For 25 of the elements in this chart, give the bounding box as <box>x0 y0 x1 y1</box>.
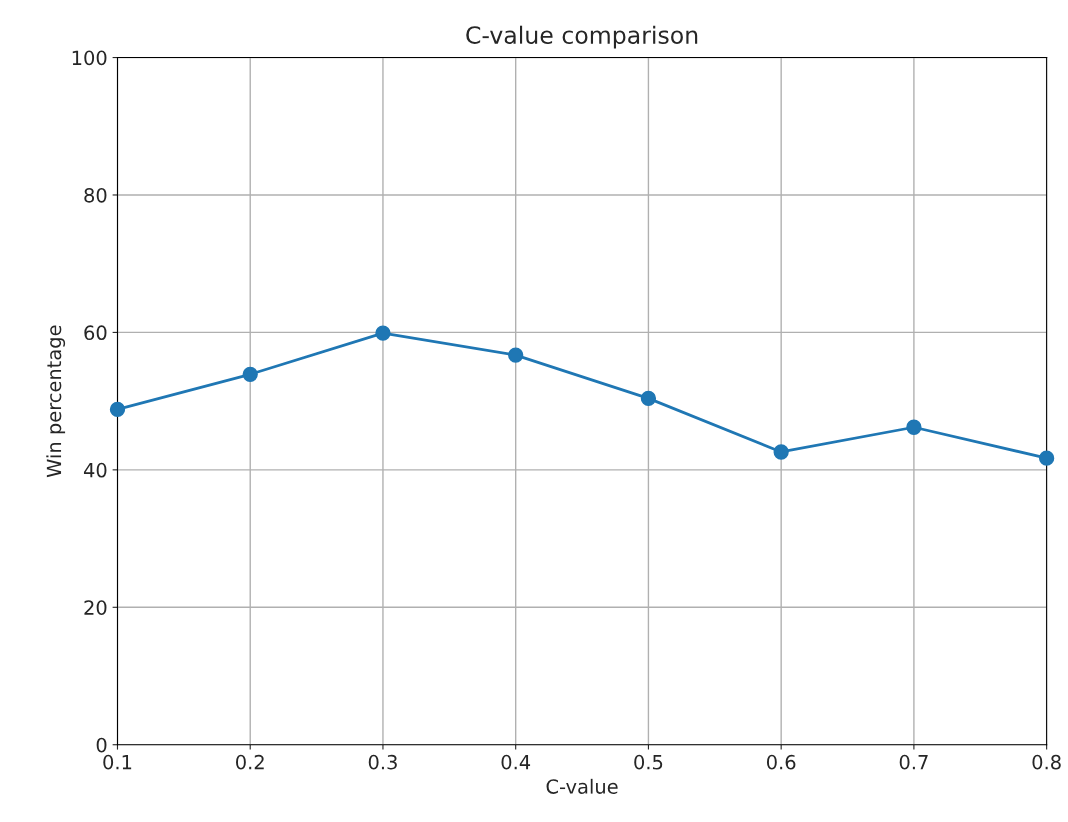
point <box>1039 450 1055 466</box>
x-tick-label: 0.2 <box>236 754 264 770</box>
x-tick-label: 0.5 <box>634 754 663 770</box>
y-tick-label: 0 <box>96 737 107 753</box>
point <box>242 366 258 382</box>
x-tick-label: 0.6 <box>766 754 796 770</box>
point <box>375 325 391 341</box>
point <box>508 347 524 363</box>
y-tick-label: 20 <box>84 600 107 615</box>
point <box>773 444 789 460</box>
y-tick-label: 60 <box>84 325 107 341</box>
x-tick-label: 0.1 <box>103 754 132 770</box>
point <box>109 401 126 418</box>
point <box>640 390 657 407</box>
x-tick-label: 0.3 <box>368 754 397 770</box>
x-tick-label: 0.4 <box>501 754 531 770</box>
x-tick-label: 0.8 <box>1032 754 1061 770</box>
y-tick-label: 100 <box>72 50 107 66</box>
x-tick-label: 0.7 <box>899 754 928 770</box>
y-tick-label: 80 <box>84 187 107 203</box>
y-axis-title: Win percentage <box>46 325 66 478</box>
point <box>906 419 922 435</box>
x-axis-title: C-value <box>546 778 618 794</box>
y-tick-label: 40 <box>83 462 107 478</box>
chart-title: C-value comparison <box>466 25 698 49</box>
